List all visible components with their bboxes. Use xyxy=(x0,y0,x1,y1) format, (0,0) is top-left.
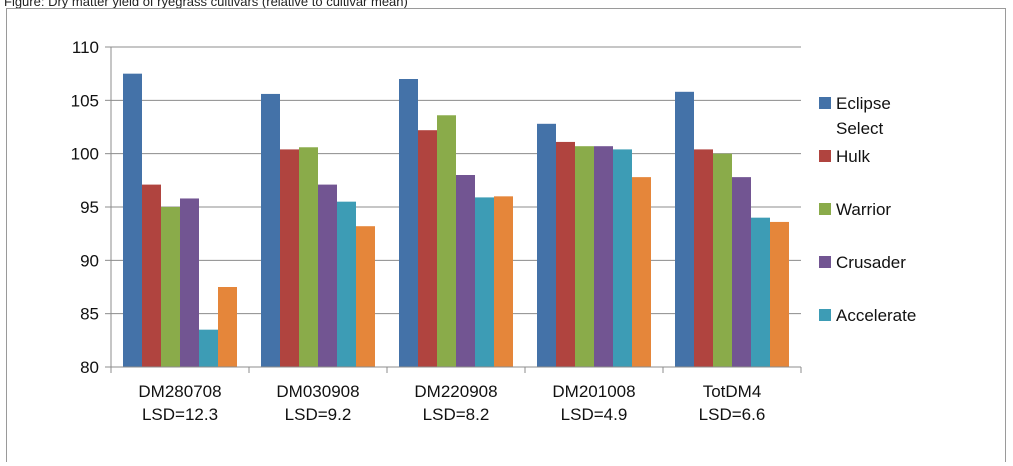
legend-swatch xyxy=(819,150,831,162)
bar xyxy=(437,115,456,368)
x-category-label: LSD=6.6 xyxy=(699,405,766,424)
bar xyxy=(575,146,594,367)
x-category-label: DM201008 xyxy=(552,382,635,401)
x-category-label: DM030908 xyxy=(276,382,359,401)
bar xyxy=(613,149,632,367)
legend: Eclipse Select Hulk Warrior Crusader Accelera… xyxy=(819,94,916,325)
y-axis-ticks: 80 85 90 95 100 105 110 xyxy=(71,38,111,377)
y-tick-label: 95 xyxy=(80,198,99,217)
x-axis-labels: DM280708 LSD=12.3 DM030908 LSD=9.2 DM220908 L… xyxy=(138,382,765,424)
bar xyxy=(299,147,318,367)
bar xyxy=(199,329,218,367)
x-category-label: LSD=12.3 xyxy=(142,405,218,424)
x-category-label: DM220908 xyxy=(414,382,497,401)
bar xyxy=(123,73,142,368)
x-category-label: TotDM4 xyxy=(703,382,762,401)
bars xyxy=(123,73,789,368)
x-category-label: DM280708 xyxy=(138,382,221,401)
y-tick-label: 90 xyxy=(80,251,99,270)
bar xyxy=(594,146,613,367)
bar xyxy=(261,93,280,367)
bar xyxy=(161,207,180,367)
bar-chart: 80 85 90 95 100 105 110 DM280708 LSD=12.3 DM0309… xyxy=(71,38,917,424)
bar xyxy=(675,91,694,368)
legend-label: Select xyxy=(836,119,884,138)
bar xyxy=(356,226,375,367)
legend-label: Crusader xyxy=(836,253,906,272)
legend-label: Hulk xyxy=(836,147,871,166)
bar xyxy=(280,149,299,367)
x-category-label: LSD=9.2 xyxy=(285,405,352,424)
chart-frame: 80 85 90 95 100 105 110 DM280708 LSD=12.3 DM0309… xyxy=(6,8,1006,462)
bar xyxy=(537,123,556,367)
y-tick-label: 85 xyxy=(80,305,99,324)
bar xyxy=(337,201,356,367)
bar xyxy=(218,287,237,367)
bar xyxy=(418,130,437,367)
x-axis xyxy=(110,47,802,373)
bar xyxy=(770,221,789,367)
bar xyxy=(694,149,713,367)
y-tick-label: 80 xyxy=(80,358,99,377)
bar xyxy=(318,184,337,367)
legend-label: Accelerate xyxy=(836,306,916,325)
bar xyxy=(475,197,494,367)
bar xyxy=(180,198,199,367)
legend-label: Eclipse xyxy=(836,94,891,113)
legend-label: Warrior xyxy=(836,200,891,219)
bar xyxy=(732,177,751,367)
x-category-label: LSD=8.2 xyxy=(423,405,490,424)
bar xyxy=(632,177,651,367)
bar xyxy=(494,196,513,367)
bar xyxy=(556,141,575,367)
bar xyxy=(142,184,161,367)
legend-swatch xyxy=(819,203,831,215)
bar xyxy=(456,175,475,367)
legend-swatch xyxy=(819,309,831,321)
y-tick-label: 105 xyxy=(71,91,99,110)
figure-caption: Figure: Dry matter yield of ryegrass cul… xyxy=(4,0,408,9)
x-category-label: LSD=4.9 xyxy=(561,405,628,424)
bar xyxy=(751,217,770,367)
bar xyxy=(713,153,732,367)
y-tick-label: 100 xyxy=(71,145,99,164)
legend-swatch xyxy=(819,256,831,268)
bar xyxy=(399,79,418,367)
y-tick-label: 110 xyxy=(72,38,99,57)
legend-swatch xyxy=(819,97,831,109)
